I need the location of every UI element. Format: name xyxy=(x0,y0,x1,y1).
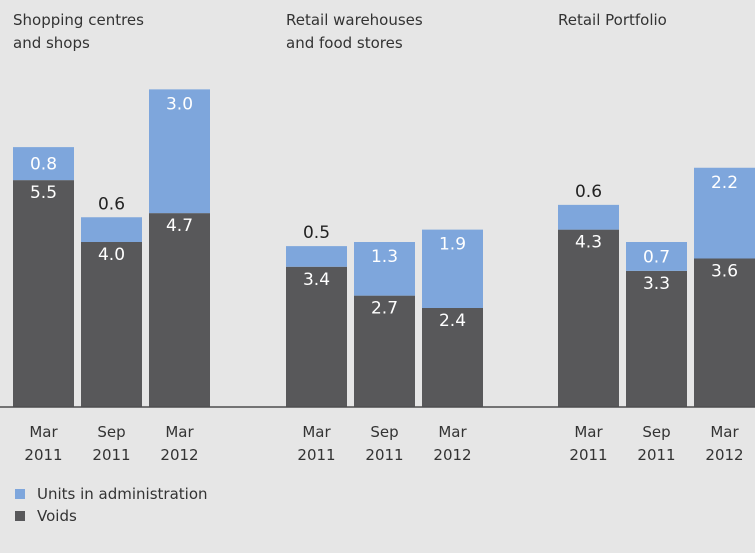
panel-title: Retail Portfolio xyxy=(558,11,667,29)
value-label: 5.5 xyxy=(30,183,57,203)
bar-segment xyxy=(558,204,619,230)
panel-title: Shopping centres and shops xyxy=(13,11,144,52)
legend-label: Voids xyxy=(37,507,77,525)
bar-segment xyxy=(13,180,74,407)
panel-title: Retail warehouses and food stores xyxy=(286,11,423,52)
x-tick-label: Mar 2012 xyxy=(160,423,198,464)
bar-segment xyxy=(422,229,483,308)
legend-swatch xyxy=(15,489,25,499)
x-tick-label: Mar 2011 xyxy=(297,423,335,464)
bar-segment xyxy=(354,242,415,296)
bar-segment xyxy=(626,242,687,271)
value-label: 0.5 xyxy=(303,223,330,243)
value-label: 3.3 xyxy=(643,274,670,294)
x-tick-label: Mar 2012 xyxy=(705,423,743,464)
x-tick-label: Mar 2012 xyxy=(433,423,471,464)
bar-segment xyxy=(286,246,347,267)
legend-swatch xyxy=(15,511,25,521)
value-label: 4.7 xyxy=(166,216,193,236)
value-label: 1.9 xyxy=(439,235,466,255)
value-label: 3.6 xyxy=(711,262,738,282)
value-label: 2.4 xyxy=(439,311,466,331)
x-tick-label: Sep 2011 xyxy=(637,423,675,464)
value-label: 2.7 xyxy=(371,299,398,319)
bar-segment xyxy=(354,295,415,407)
value-label: 4.0 xyxy=(98,245,125,265)
bar-segment xyxy=(694,167,755,259)
value-label: 4.3 xyxy=(575,233,602,253)
bar-segment xyxy=(149,89,210,214)
value-label: 3.0 xyxy=(166,94,193,114)
x-tick-label: Mar 2011 xyxy=(569,423,607,464)
x-tick-label: Sep 2011 xyxy=(365,423,403,464)
value-label: 2.2 xyxy=(711,173,738,193)
bar-segment xyxy=(81,217,142,242)
bar-segment xyxy=(149,213,210,407)
bar-segment xyxy=(626,270,687,407)
value-label: 3.4 xyxy=(303,270,330,290)
bar-segment xyxy=(558,229,619,407)
value-label: 0.7 xyxy=(643,247,670,267)
value-label: 0.8 xyxy=(30,155,57,175)
legend-label: Units in administration xyxy=(37,485,208,503)
bar-segment xyxy=(81,242,142,407)
x-tick-label: Sep 2011 xyxy=(92,423,130,464)
x-tick-label: Mar 2011 xyxy=(24,423,62,464)
bar-segment xyxy=(422,308,483,407)
bar-segment xyxy=(694,258,755,407)
bar-segment xyxy=(13,147,74,181)
bar-segment xyxy=(286,266,347,407)
value-label: 0.6 xyxy=(98,194,125,214)
value-label: 0.6 xyxy=(575,182,602,202)
value-label: 1.3 xyxy=(371,247,398,267)
